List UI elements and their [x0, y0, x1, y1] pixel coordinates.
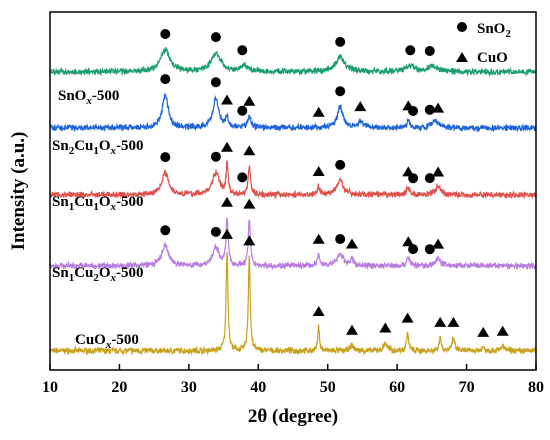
legend-triangle-icon	[456, 52, 468, 62]
triangle-marker-icon	[447, 316, 460, 327]
circle-marker-icon	[210, 77, 221, 88]
x-tick-label: 10	[42, 379, 58, 396]
series-line-sn2cu1ox-500	[49, 93, 537, 133]
circle-marker-icon	[424, 244, 435, 255]
circle-marker-icon	[335, 159, 346, 170]
series-curves	[49, 47, 537, 357]
triangle-marker-icon	[312, 233, 325, 244]
triangle-marker-icon	[379, 322, 392, 333]
circle-marker-icon	[160, 225, 171, 236]
series-label-sn1cu2ox-500: Sn1Cu2Ox-500	[52, 265, 144, 284]
series-label-sn2cu1ox-500: Sn2Cu1Ox-500	[52, 138, 144, 157]
circle-marker-icon	[237, 172, 248, 183]
y-axis-label: Intensity (a.u.)	[8, 132, 29, 251]
triangle-marker-icon	[354, 101, 367, 112]
circle-marker-icon	[335, 234, 346, 244]
triangle-marker-icon	[312, 106, 325, 117]
circle-marker-icon	[408, 244, 419, 255]
triangle-marker-icon	[312, 166, 325, 176]
circle-marker-icon	[210, 32, 221, 43]
triangle-marker-icon	[434, 316, 447, 327]
triangle-marker-icon	[221, 94, 233, 105]
circle-marker-icon	[424, 46, 435, 56]
x-tick-label: 60	[389, 379, 405, 396]
series-label-snox-500: SnOx-500	[58, 88, 119, 107]
x-tick-label: 50	[320, 379, 336, 396]
triangle-marker-icon	[243, 198, 256, 209]
circle-marker-icon	[335, 36, 346, 47]
peak-markers	[160, 29, 509, 337]
circle-marker-icon	[210, 151, 221, 162]
triangle-marker-icon	[221, 228, 233, 239]
series-line-sn1cu2ox-500	[49, 217, 537, 271]
triangle-marker-icon	[221, 196, 233, 207]
x-tick-label: 20	[111, 379, 127, 396]
x-tick-label: 80	[528, 379, 544, 396]
triangle-marker-icon	[432, 238, 445, 249]
series-line-snox-500	[49, 47, 537, 77]
triangle-marker-icon	[496, 325, 509, 336]
triangle-marker-icon	[346, 324, 358, 335]
x-tick-label: 30	[181, 379, 197, 396]
circle-marker-icon	[408, 173, 419, 184]
circle-marker-icon	[424, 104, 435, 115]
circle-marker-icon	[210, 226, 221, 237]
circle-marker-icon	[405, 45, 416, 56]
series-line-cuox-500	[49, 252, 537, 357]
triangle-marker-icon	[401, 312, 414, 323]
series-label-cuox-500: CuOx-500	[75, 332, 139, 351]
x-tick-label: 70	[459, 379, 475, 396]
circle-marker-icon	[335, 86, 346, 97]
triangle-marker-icon	[432, 166, 445, 177]
x-axis-label: 2θ (degree)	[248, 406, 338, 427]
x-axis-ticks: 10 20 30 40 50 60 70 80	[42, 364, 544, 396]
legend-label-sno2: SnO2	[477, 21, 511, 40]
legend-circle-icon	[457, 22, 467, 32]
circle-marker-icon	[237, 105, 248, 116]
triangle-marker-icon	[477, 326, 490, 337]
series-line-sn1cu1ox-500	[49, 159, 537, 200]
triangle-marker-icon	[243, 235, 256, 246]
triangle-marker-icon	[221, 141, 233, 152]
circle-marker-icon	[160, 74, 171, 85]
circle-marker-icon	[424, 173, 435, 184]
circle-marker-icon	[160, 152, 171, 163]
series-label-sn1cu1ox-500: Sn1Cu1Ox-500	[52, 194, 144, 213]
triangle-marker-icon	[346, 238, 358, 249]
plot-frame	[49, 11, 537, 371]
triangle-marker-icon	[243, 95, 256, 106]
triangle-marker-icon	[243, 145, 256, 156]
triangle-marker-icon	[402, 236, 415, 247]
circle-marker-icon	[237, 45, 248, 56]
legend: SnO2 CuO	[456, 21, 511, 66]
legend-label-cuo: CuO	[477, 50, 508, 66]
x-tick-label: 40	[250, 379, 266, 396]
circle-marker-icon	[160, 29, 171, 39]
triangle-marker-icon	[312, 306, 325, 316]
triangle-marker-icon	[432, 102, 445, 113]
circle-marker-icon	[408, 106, 419, 116]
